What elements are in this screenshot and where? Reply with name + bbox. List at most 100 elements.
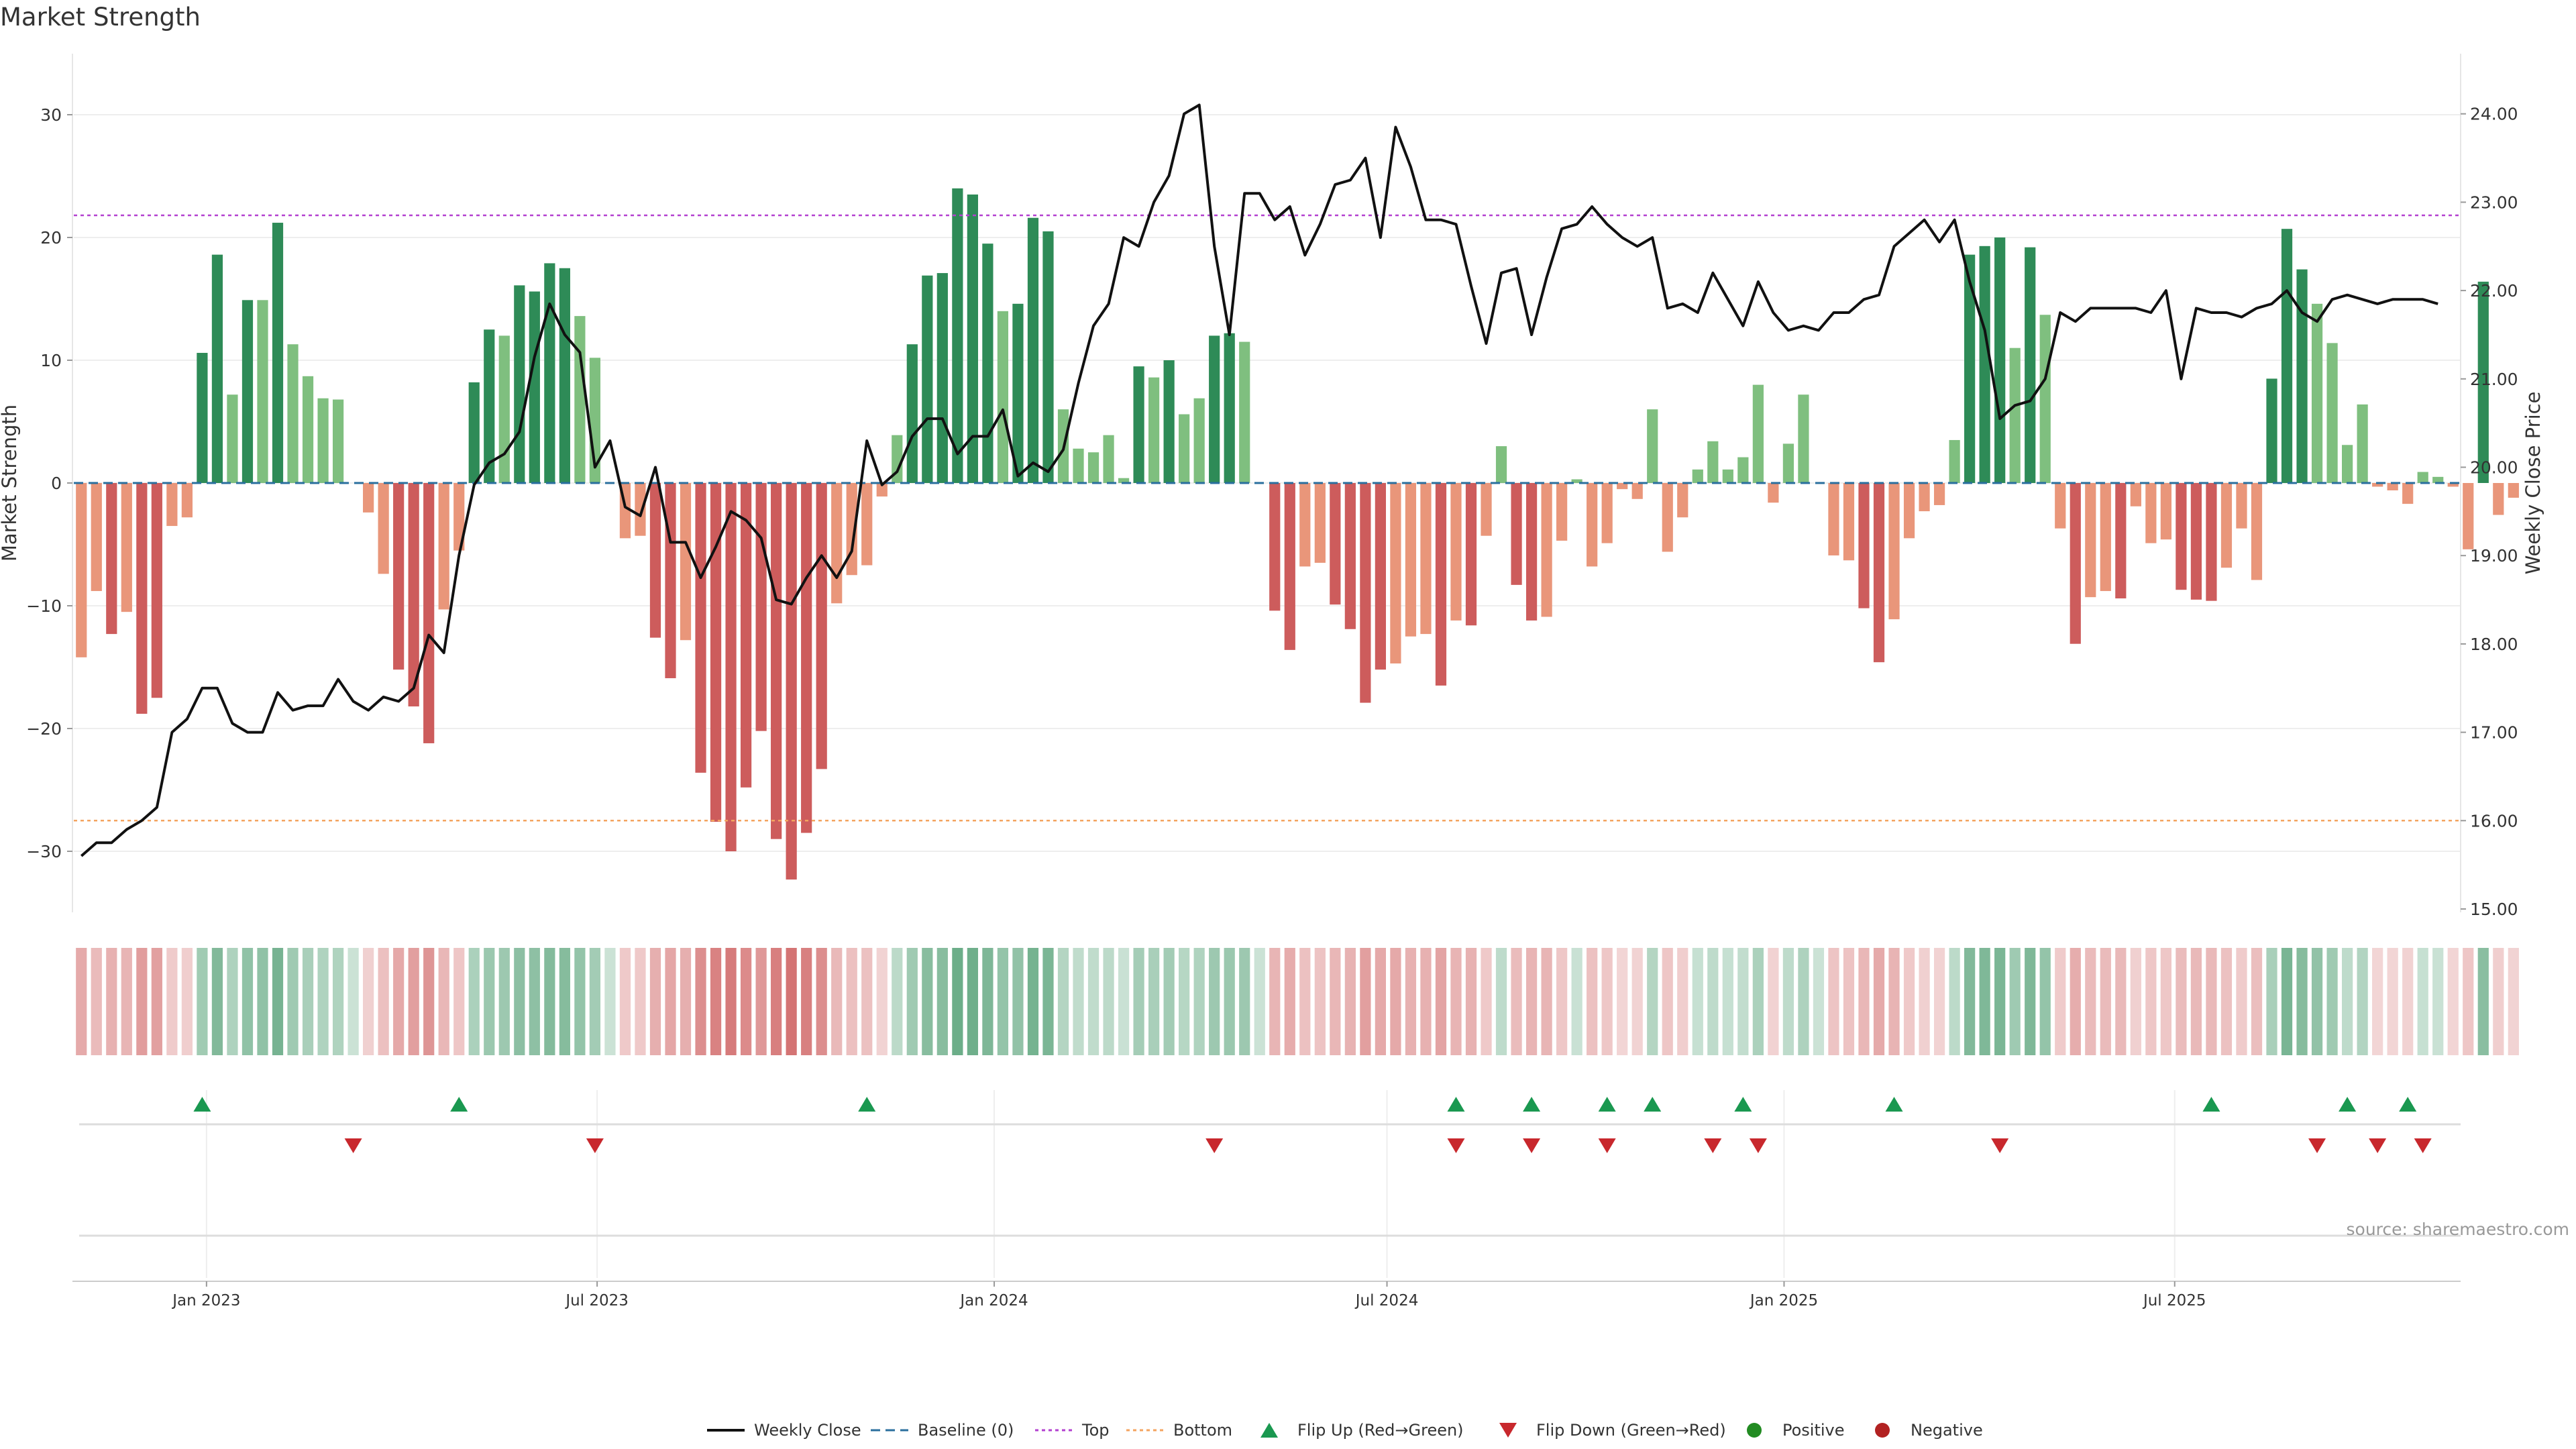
strength-bar bbox=[2070, 483, 2081, 644]
heatmap-cell bbox=[2417, 948, 2428, 1055]
strength-bar bbox=[1465, 483, 1477, 626]
heatmap-cell bbox=[1420, 948, 1432, 1055]
strength-bar bbox=[332, 399, 344, 483]
heatmap-cell bbox=[91, 948, 102, 1055]
flip-down-marker bbox=[586, 1138, 604, 1153]
heatmap-cell bbox=[1571, 948, 1582, 1055]
right-axis-title: Weekly Close Price bbox=[2522, 392, 2544, 575]
legend-item-flip_down: Flip Down (Green→Red) bbox=[1488, 1417, 1726, 1444]
strength-bar bbox=[91, 483, 102, 592]
strength-bar bbox=[211, 254, 223, 483]
left-tick-label: 30 bbox=[40, 105, 62, 125]
x-tick-label: Jul 2024 bbox=[1354, 1292, 1419, 1309]
heatmap-cell bbox=[438, 948, 449, 1055]
strength-bar bbox=[1631, 483, 1643, 499]
right-tick-label: 22.00 bbox=[2470, 281, 2518, 301]
heatmap-cell bbox=[1012, 948, 1024, 1055]
heatmap-cell bbox=[1042, 948, 1054, 1055]
strength-bar bbox=[1405, 483, 1417, 637]
flip-up-marker bbox=[450, 1097, 468, 1112]
heatmap-cell bbox=[272, 948, 284, 1055]
strength-bar bbox=[317, 398, 329, 483]
strength-bar bbox=[2009, 347, 2021, 483]
heatmap-cell bbox=[498, 948, 510, 1055]
heatmap-cell bbox=[1179, 948, 1190, 1055]
heatmap-cell bbox=[1813, 948, 1825, 1055]
strength-bar bbox=[2220, 483, 2233, 568]
heatmap-cell bbox=[1224, 948, 1235, 1055]
flip-down-marker bbox=[2369, 1138, 2387, 1153]
strength-bar bbox=[106, 483, 117, 635]
right-tick-label: 18.00 bbox=[2470, 635, 2518, 654]
heatmap-cell bbox=[1587, 948, 1598, 1055]
heatmap-cell bbox=[2176, 948, 2187, 1055]
heatmap-cell bbox=[1737, 948, 1749, 1055]
right-tick-label: 23.00 bbox=[2470, 193, 2518, 212]
heatmap-cell bbox=[151, 948, 162, 1055]
strength-bar bbox=[1330, 483, 1341, 605]
heatmap-cell bbox=[2342, 948, 2353, 1055]
strength-bar bbox=[378, 483, 389, 574]
x-tick-label: Jan 2024 bbox=[959, 1292, 1028, 1309]
heatmap-cell bbox=[423, 948, 435, 1055]
heatmap-cell bbox=[2055, 948, 2066, 1055]
heatmap-cell bbox=[1707, 948, 1719, 1055]
strength-bar bbox=[755, 483, 767, 731]
strength-bar bbox=[2417, 472, 2428, 483]
strength-bar bbox=[2463, 483, 2474, 549]
heatmap-cell bbox=[574, 948, 586, 1055]
heatmap-cell bbox=[1375, 948, 1386, 1055]
strength-bar bbox=[498, 335, 510, 483]
heatmap-cell bbox=[2130, 948, 2141, 1055]
legend-item-positive: Positive bbox=[1734, 1417, 1845, 1444]
flip-down-marker bbox=[2308, 1138, 2326, 1153]
strength-bar bbox=[1133, 366, 1144, 483]
strength-bar bbox=[408, 483, 419, 707]
strength-bar bbox=[1556, 483, 1568, 541]
strength-bar bbox=[1148, 377, 1160, 483]
flip-up-marker bbox=[1598, 1097, 1616, 1112]
strength-bar bbox=[423, 483, 435, 743]
right-tick-label: 15.00 bbox=[2470, 900, 2518, 919]
left-tick-label: 20 bbox=[40, 228, 62, 248]
strength-bar bbox=[680, 483, 692, 641]
strength-bar bbox=[241, 300, 254, 483]
strength-bar bbox=[1587, 483, 1598, 567]
strength-bar bbox=[181, 483, 193, 518]
heatmap-cell bbox=[846, 948, 857, 1055]
heatmap-cell bbox=[952, 948, 963, 1055]
heatmap-cell bbox=[1662, 948, 1673, 1055]
strength-bar bbox=[1979, 246, 1990, 483]
strength-bar bbox=[1707, 441, 1719, 483]
strength-bar bbox=[393, 483, 405, 670]
heatmap-cell bbox=[1782, 948, 1794, 1055]
legend-symbol-flip_down bbox=[1499, 1423, 1517, 1438]
strength-bar bbox=[453, 483, 465, 551]
heatmap-cell bbox=[1752, 948, 1764, 1055]
chart-title: Market Strength bbox=[0, 3, 201, 32]
strength-bar bbox=[1768, 483, 1779, 503]
flip-down-marker bbox=[1991, 1138, 2009, 1153]
strength-bar bbox=[695, 483, 706, 773]
heatmap-cell bbox=[1133, 948, 1144, 1055]
x-tick-label: Jan 2025 bbox=[1749, 1292, 1818, 1309]
strength-bar bbox=[2206, 483, 2217, 601]
legend-item-flip_up: Flip Up (Red→Green) bbox=[1249, 1417, 1464, 1444]
heatmap-cell bbox=[1903, 948, 1915, 1055]
flip-up-marker bbox=[2339, 1097, 2357, 1112]
strength-bar bbox=[1420, 483, 1432, 635]
heatmap-cell bbox=[106, 948, 117, 1055]
heatmap-cell bbox=[257, 948, 268, 1055]
strength-bar bbox=[2251, 483, 2263, 580]
strength-bar bbox=[574, 316, 586, 483]
strength-bars bbox=[76, 188, 2519, 880]
heatmap-cell bbox=[604, 948, 616, 1055]
strength-bar bbox=[1933, 483, 1945, 505]
right-tick-label: 21.00 bbox=[2470, 370, 2518, 389]
strength-bar bbox=[982, 244, 994, 483]
heatmap-cell bbox=[2326, 948, 2338, 1055]
heatmap-cell bbox=[1314, 948, 1326, 1055]
strength-bar bbox=[2326, 343, 2338, 483]
heatmap-cell bbox=[816, 948, 827, 1055]
strength-bar bbox=[2281, 229, 2293, 483]
